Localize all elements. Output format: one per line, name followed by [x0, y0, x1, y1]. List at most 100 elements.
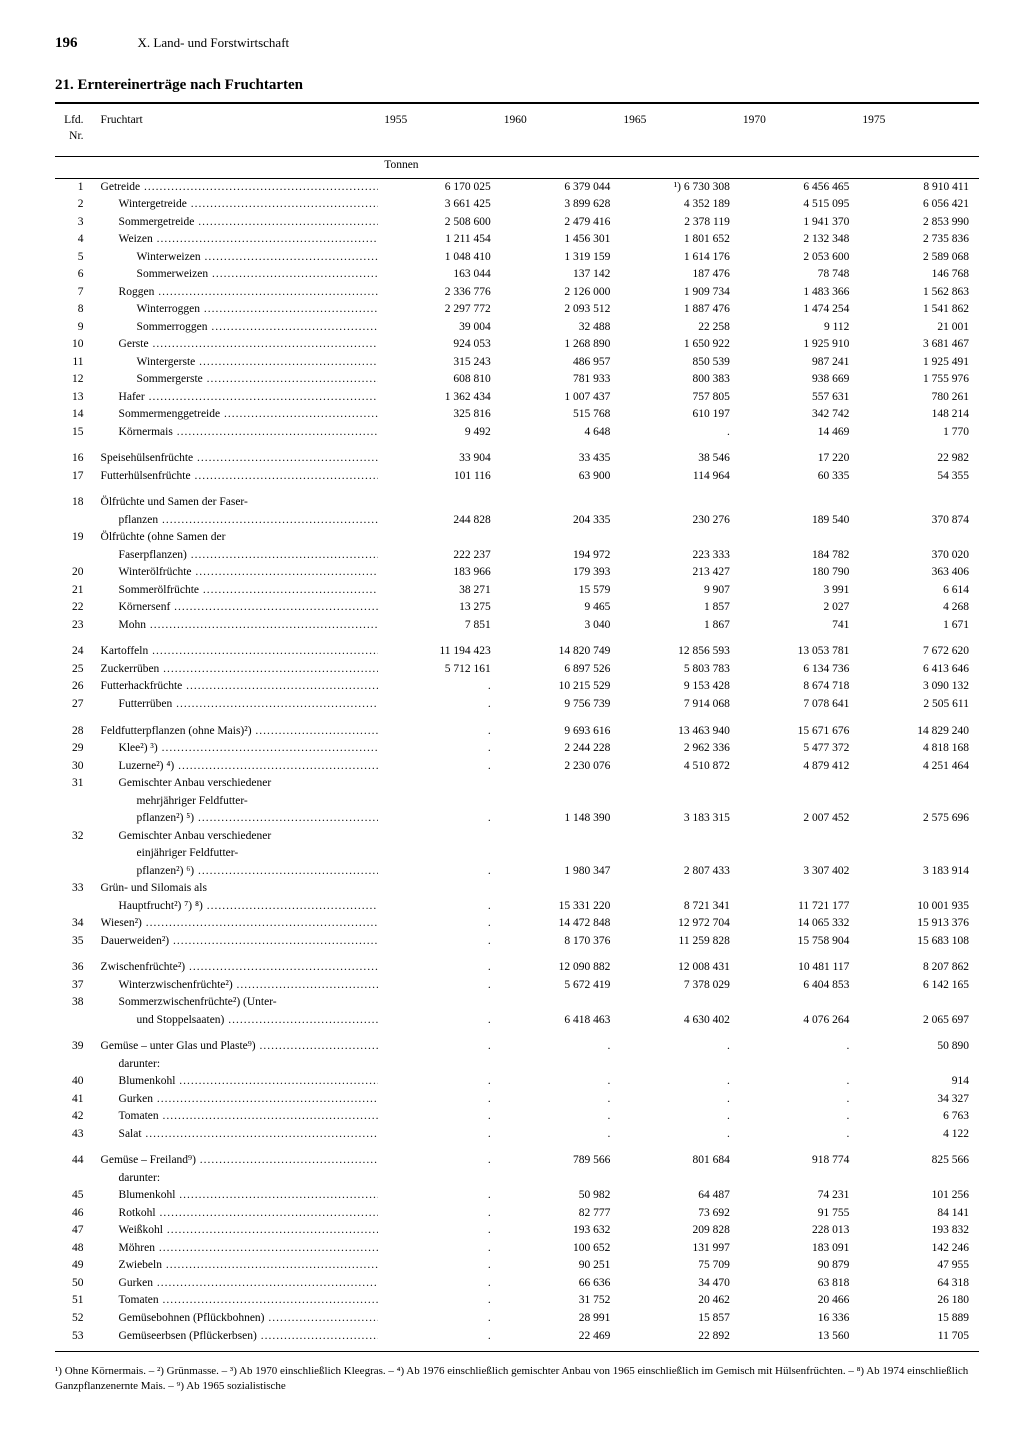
row-nr: 17 [55, 468, 98, 486]
row-val [740, 529, 860, 547]
col-1975: 1975 [859, 107, 979, 156]
row-name: Luzerne²) ⁴) [98, 758, 382, 776]
row-val: 757 805 [620, 389, 740, 407]
row-name: Klee²) ³) [98, 740, 382, 758]
row-val: 148 214 [859, 406, 979, 424]
row-val: 4 122 [859, 1126, 979, 1144]
row-val: . [381, 915, 501, 933]
row-val [501, 494, 621, 512]
row-val: 32 488 [501, 319, 621, 337]
row-name: Zwiebeln [98, 1257, 382, 1275]
row-name: Salat [98, 1126, 382, 1144]
row-val: 1 925 491 [859, 354, 979, 372]
row-nr: 26 [55, 678, 98, 696]
row-val: 13 275 [381, 599, 501, 617]
row-name: Feldfutterpflanzen (ohne Mais)²) [98, 723, 382, 741]
row-val: . [620, 1126, 740, 1144]
row-val: 315 243 [381, 354, 501, 372]
row-val: 3 183 315 [620, 810, 740, 828]
unit-label: Tonnen [381, 157, 979, 178]
table-row: 17Futterhülsenfrüchte101 11663 900114 96… [55, 468, 979, 486]
row-name: Grün- und Silomais als [98, 880, 382, 898]
row-val: 6 134 736 [740, 661, 860, 679]
row-val: 22 982 [859, 450, 979, 468]
table-row [55, 485, 979, 494]
row-name: und Stoppelsaaten) [98, 1012, 382, 1030]
row-val: . [381, 933, 501, 951]
row-val: 6 413 646 [859, 661, 979, 679]
row-val: 850 539 [620, 354, 740, 372]
row-name: Gemüsebohnen (Pflückbohnen) [98, 1310, 382, 1328]
row-val: 2 065 697 [859, 1012, 979, 1030]
row-val: 8 207 862 [859, 959, 979, 977]
footnotes: ¹) Ohne Körnermais. – ²) Grünmasse. – ³)… [55, 1364, 979, 1394]
row-val: 370 020 [859, 547, 979, 565]
row-name: Zuckerrüben [98, 661, 382, 679]
row-val: 2 336 776 [381, 284, 501, 302]
row-nr: 25 [55, 661, 98, 679]
row-val: 228 013 [740, 1222, 860, 1240]
row-name: pflanzen [98, 512, 382, 530]
row-val: 825 566 [859, 1152, 979, 1170]
row-val: . [381, 1275, 501, 1293]
row-val: 26 180 [859, 1292, 979, 1310]
row-val: 100 652 [501, 1240, 621, 1258]
row-name: Sommerweizen [98, 266, 382, 284]
row-name: Sommerölfrüchte [98, 582, 382, 600]
table-row: pflanzen²) ⁵).1 148 3903 183 3152 007 45… [55, 810, 979, 828]
row-val: 2 007 452 [740, 810, 860, 828]
row-name: Gemischter Anbau verschiedener [98, 775, 382, 793]
row-val: . [381, 1038, 501, 1056]
row-val: . [381, 1073, 501, 1091]
table-row: 25Zuckerrüben5 712 1616 897 5265 803 783… [55, 661, 979, 679]
row-val: 15 758 904 [740, 933, 860, 951]
row-val: 800 383 [620, 371, 740, 389]
table-row: 6Sommerweizen163 044137 142187 47678 748… [55, 266, 979, 284]
row-val: . [381, 1012, 501, 1030]
row-val: 64 487 [620, 1187, 740, 1205]
row-nr: 28 [55, 723, 98, 741]
row-val: 2 508 600 [381, 214, 501, 232]
row-val: . [501, 1038, 621, 1056]
row-name: Winterölfrüchte [98, 564, 382, 582]
row-val: 363 406 [859, 564, 979, 582]
row-nr: 45 [55, 1187, 98, 1205]
row-val [859, 1170, 979, 1188]
row-name: Kartoffeln [98, 643, 382, 661]
row-val: 789 566 [501, 1152, 621, 1170]
row-val: 179 393 [501, 564, 621, 582]
row-val [620, 880, 740, 898]
table-row [55, 714, 979, 723]
row-val [859, 994, 979, 1012]
row-val: 20 466 [740, 1292, 860, 1310]
row-name: Futterhülsenfrüchte [98, 468, 382, 486]
row-val: 3 040 [501, 617, 621, 635]
row-nr [55, 845, 98, 863]
row-val: 7 672 620 [859, 643, 979, 661]
table-row: 36Zwischenfrüchte²).12 090 88212 008 431… [55, 959, 979, 977]
row-val: 66 636 [501, 1275, 621, 1293]
row-val: 54 355 [859, 468, 979, 486]
col-1960: 1960 [501, 107, 621, 156]
row-val: 14 469 [740, 424, 860, 442]
table-row: 38Sommerzwischenfrüchte²) (Unter- [55, 994, 979, 1012]
row-val: 12 008 431 [620, 959, 740, 977]
row-nr: 36 [55, 959, 98, 977]
row-val: 1 541 862 [859, 301, 979, 319]
row-val: 82 777 [501, 1205, 621, 1223]
row-val: 1 857 [620, 599, 740, 617]
row-nr: 34 [55, 915, 98, 933]
row-val [859, 1056, 979, 1074]
row-val [620, 1170, 740, 1188]
row-val: . [381, 1187, 501, 1205]
row-val: 6 142 165 [859, 977, 979, 995]
row-val: 16 336 [740, 1310, 860, 1328]
row-val: 8 721 341 [620, 898, 740, 916]
row-nr: 51 [55, 1292, 98, 1310]
row-val [620, 1056, 740, 1074]
row-val: . [381, 696, 501, 714]
row-val: 2 479 416 [501, 214, 621, 232]
row-val: 486 957 [501, 354, 621, 372]
row-name: mehrjähriger Feldfutter- [98, 793, 382, 811]
row-val [620, 775, 740, 793]
